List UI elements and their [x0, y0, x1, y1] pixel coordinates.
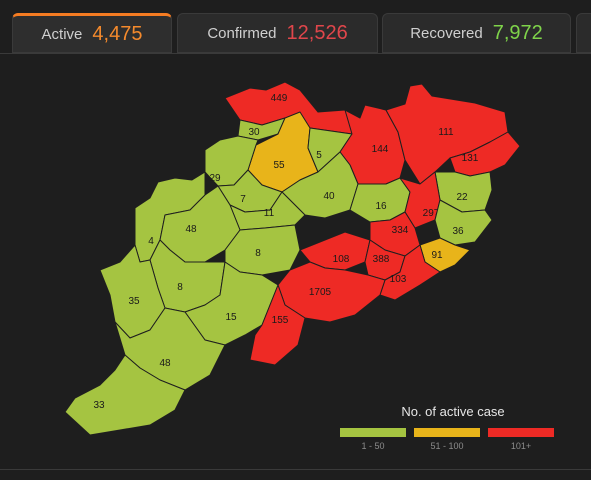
district-region[interactable] [204, 135, 259, 187]
district-case-count: 33 [93, 400, 105, 411]
tab-confirmed[interactable]: Confirmed 12,526 [177, 13, 378, 53]
district-case-count: 29 [209, 173, 221, 184]
district-case-count: 30 [248, 127, 260, 138]
district-case-count: 449 [271, 93, 288, 104]
district-case-count: 7 [240, 194, 246, 205]
tab-confirmed-label: Confirmed [207, 24, 277, 42]
district-case-count: 144 [372, 144, 389, 155]
district-case-count: 91 [431, 250, 443, 261]
legend-label-mid: 51 - 100 [430, 441, 464, 451]
district-case-count: 11 [264, 208, 275, 219]
tab-active-label: Active [41, 25, 83, 43]
legend-swatch-high [488, 428, 554, 437]
district-case-count: 111 [438, 127, 454, 138]
district-case-count: 5 [316, 150, 322, 161]
district-case-count: 40 [323, 191, 335, 202]
district-case-count: 334 [392, 225, 409, 236]
district-case-count: 4 [148, 236, 154, 247]
district-case-count: 8 [177, 282, 183, 293]
district-case-count: 388 [373, 254, 390, 265]
tab-active-value: 4,475 [92, 22, 143, 45]
legend-swatch-low [340, 428, 406, 437]
legend-label-high: 101+ [510, 441, 532, 451]
legend-label-low: 1 - 50 [361, 441, 385, 451]
district-case-count: 103 [390, 274, 407, 285]
district-region[interactable] [434, 199, 493, 246]
legend-title: No. of active case [401, 404, 505, 419]
tab-recovered[interactable]: Recovered 7,972 [382, 13, 571, 53]
map-legend: No. of active case 1 - 50 51 - 100 101+ [340, 404, 560, 451]
district-case-count: 35 [128, 296, 140, 307]
legend-swatch-mid [414, 428, 480, 437]
district-case-count: 36 [452, 226, 464, 237]
district-case-count: 297 [423, 208, 440, 219]
tab-confirmed-value: 12,526 [286, 21, 348, 44]
bottom-divider [0, 469, 591, 470]
district-region[interactable] [224, 224, 301, 276]
district-case-count: 16 [375, 201, 387, 212]
metric-tabs: Active 4,475 Confirmed 12,526 Recovered … [12, 13, 591, 53]
district-region[interactable] [379, 244, 441, 301]
legend-item-mid: 51 - 100 [414, 428, 480, 451]
district-region[interactable] [249, 284, 306, 366]
district-region[interactable] [99, 244, 166, 339]
district-case-count: 155 [272, 315, 289, 326]
district-case-count: 48 [185, 224, 197, 235]
district-case-count: 1705 [309, 287, 332, 298]
map-area: 449 30 55 5 144 111 131 29 7 40 16 22 11 297 4 48 334 36 8… [0, 54, 591, 469]
district-case-count: 55 [273, 160, 285, 171]
district-region[interactable] [281, 151, 359, 219]
tab-baseline [0, 53, 591, 54]
district-case-count: 48 [159, 358, 171, 369]
district-case-count: 108 [333, 254, 350, 265]
district-case-count: 15 [225, 312, 237, 323]
tab-active[interactable]: Active 4,475 [12, 13, 172, 53]
district-case-count: 22 [456, 192, 468, 203]
tab-recovered-label: Recovered [410, 24, 483, 42]
legend-item-low: 1 - 50 [340, 428, 406, 451]
tab-overflow[interactable] [576, 13, 591, 53]
district-region[interactable] [64, 354, 186, 436]
district-case-count: 131 [462, 153, 479, 164]
district-case-count: 8 [255, 248, 261, 259]
legend-item-high: 101+ [488, 428, 554, 451]
tab-recovered-value: 7,972 [492, 21, 543, 44]
